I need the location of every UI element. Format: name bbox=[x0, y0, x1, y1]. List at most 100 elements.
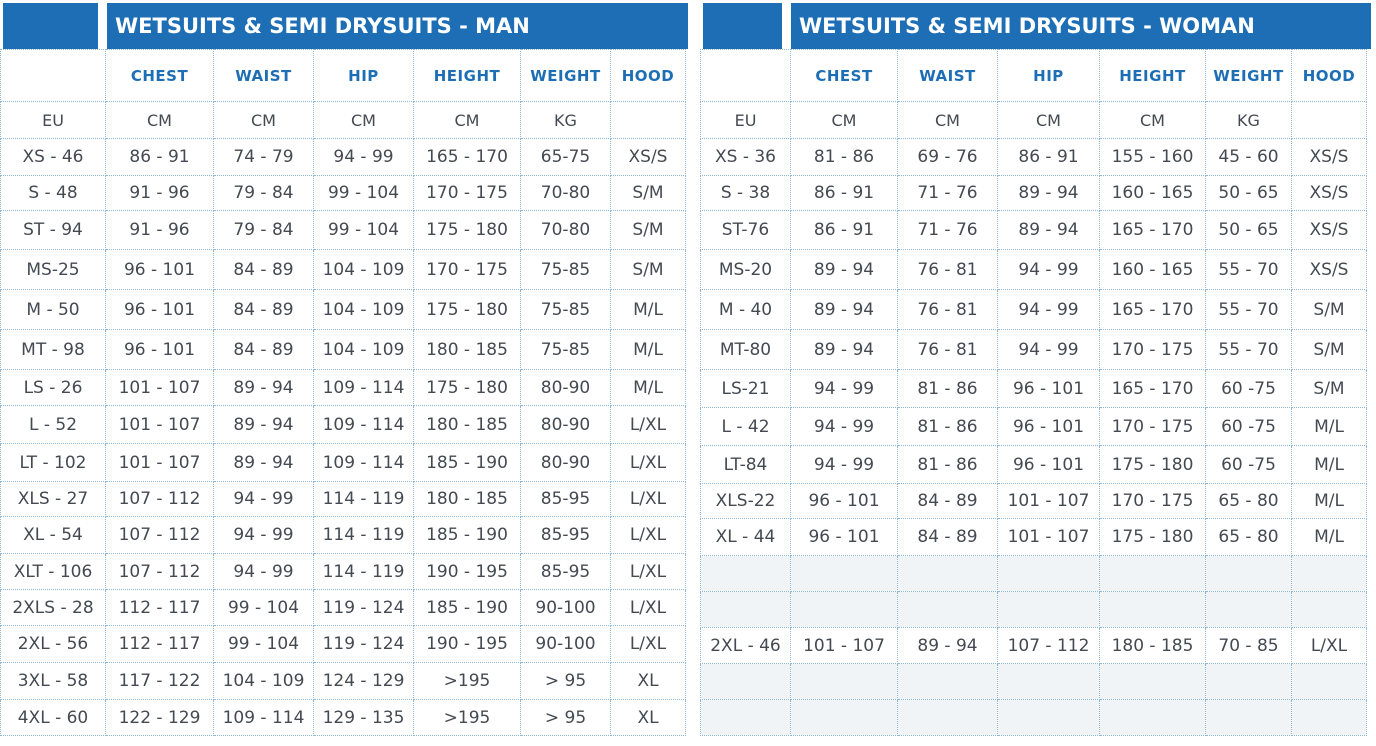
man-row-6-size: LS - 26 bbox=[0, 369, 106, 406]
man-row-11-weight: 85-95 bbox=[520, 553, 611, 590]
man-header-row-waist: WAIST bbox=[213, 49, 314, 102]
woman-row-3: MS-20 89 - 94 76 - 81 94 - 99 160 - 165 55 - … bbox=[700, 249, 1367, 290]
woman-row-14-weight bbox=[1205, 663, 1292, 700]
man-row-13-hip: 119 - 124 bbox=[313, 625, 414, 663]
woman-row-3-hood: XS/S bbox=[1291, 249, 1367, 290]
woman-row-1: S - 38 86 - 91 71 - 76 89 - 94 160 - 165 50 -… bbox=[700, 175, 1367, 211]
man-row-8-size: LT - 102 bbox=[0, 443, 106, 482]
woman-row-0-weight: 45 - 60 bbox=[1205, 138, 1292, 176]
woman-row-7-height: 170 - 175 bbox=[1099, 407, 1206, 446]
man-unit-row-chest: CM bbox=[105, 101, 214, 139]
man-row-13-size: 2XL - 56 bbox=[0, 625, 106, 663]
woman-row-3-height: 160 - 165 bbox=[1099, 249, 1206, 290]
man-row-6: LS - 26 101 - 107 89 - 94 109 - 114 175 - 18… bbox=[0, 369, 686, 406]
man-row-2-hood: S/M bbox=[610, 210, 686, 250]
man-row-2-weight: 70-80 bbox=[520, 210, 611, 250]
man-row-3-height: 170 - 175 bbox=[413, 249, 521, 290]
woman-row-0-waist: 69 - 76 bbox=[897, 138, 998, 176]
woman-size-table: CHEST WAIST HIP HEIGHT WEIGHT HOOD EU CM CM CM CM K… bbox=[700, 49, 1367, 736]
man-row-9-chest: 107 - 112 bbox=[105, 481, 214, 517]
woman-row-10-hip: 101 - 107 bbox=[997, 518, 1100, 556]
man-row-14-hip: 124 - 129 bbox=[313, 662, 414, 700]
man-row-11-hip: 114 - 119 bbox=[313, 553, 414, 590]
man-row-14-weight: > 95 bbox=[520, 662, 611, 700]
woman-row-3-chest: 89 - 94 bbox=[790, 249, 898, 290]
woman-row-13-height: 180 - 185 bbox=[1099, 627, 1206, 664]
woman-row-1-waist: 71 - 76 bbox=[897, 175, 998, 211]
man-unit-row-hood bbox=[610, 101, 686, 139]
woman-row-2-chest: 86 - 91 bbox=[790, 210, 898, 250]
man-row-11-waist: 94 - 99 bbox=[213, 553, 314, 590]
woman-row-5-waist: 76 - 81 bbox=[897, 329, 998, 370]
man-row-0-hood: XS/S bbox=[610, 138, 686, 176]
woman-row-0: XS - 36 81 - 86 69 - 76 86 - 91 155 - 160 45 … bbox=[700, 138, 1367, 176]
man-header-row: CHEST WAIST HIP HEIGHT WEIGHT HOOD bbox=[0, 49, 686, 102]
man-row-7-height: 180 - 185 bbox=[413, 405, 521, 444]
woman-row-6-weight: 60 -75 bbox=[1205, 369, 1292, 408]
woman-row-8-size: LT-84 bbox=[700, 445, 791, 484]
woman-row-2-weight: 50 - 65 bbox=[1205, 210, 1292, 250]
woman-header-row-weight: WEIGHT bbox=[1205, 49, 1292, 102]
man-unit-row-size: EU bbox=[0, 101, 106, 139]
woman-row-9-height: 170 - 175 bbox=[1099, 483, 1206, 519]
woman-row-10-height: 175 - 180 bbox=[1099, 518, 1206, 556]
woman-row-9-size: XLS-22 bbox=[700, 483, 791, 519]
man-row-14: 3XL - 58 117 - 122 104 - 109 124 - 129 >195 >… bbox=[0, 662, 686, 700]
woman-row-4: M - 40 89 - 94 76 - 81 94 - 99 165 - 170 55 -… bbox=[700, 289, 1367, 330]
woman-unit-row-height: CM bbox=[1099, 101, 1206, 139]
man-header-row-chest: CHEST bbox=[105, 49, 214, 102]
woman-header-row-size bbox=[700, 49, 791, 102]
man-header-row-height: HEIGHT bbox=[413, 49, 521, 102]
woman-row-9-weight: 65 - 80 bbox=[1205, 483, 1292, 519]
woman-row-4-size: M - 40 bbox=[700, 289, 791, 330]
woman-row-4-hood: S/M bbox=[1291, 289, 1367, 330]
man-row-10-hip: 114 - 119 bbox=[313, 516, 414, 554]
man-unit-row-waist: CM bbox=[213, 101, 314, 139]
man-title-corner bbox=[3, 3, 98, 49]
man-row-14-hood: XL bbox=[610, 662, 686, 700]
man-row-6-waist: 89 - 94 bbox=[213, 369, 314, 406]
man-row-10-size: XL - 54 bbox=[0, 516, 106, 554]
man-row-12-hood: L/XL bbox=[610, 589, 686, 626]
man-row-3-hood: S/M bbox=[610, 249, 686, 290]
man-row-10: XL - 54 107 - 112 94 - 99 114 - 119 185 - 19… bbox=[0, 516, 686, 554]
woman-header-row: CHEST WAIST HIP HEIGHT WEIGHT HOOD bbox=[700, 49, 1367, 102]
woman-header-row-hip: HIP bbox=[997, 49, 1100, 102]
man-row-7-hood: L/XL bbox=[610, 405, 686, 444]
man-row-15-weight: > 95 bbox=[520, 699, 611, 736]
man-row-3-size: MS-25 bbox=[0, 249, 106, 290]
man-row-2-chest: 91 - 96 bbox=[105, 210, 214, 250]
man-row-7-weight: 80-90 bbox=[520, 405, 611, 444]
man-row-4: M - 50 96 - 101 84 - 89 104 - 109 175 - 180 7… bbox=[0, 289, 686, 330]
woman-row-14-waist bbox=[897, 663, 998, 700]
man-row-9: XLS - 27 107 - 112 94 - 99 114 - 119 180 - 1… bbox=[0, 481, 686, 517]
man-row-9-hip: 114 - 119 bbox=[313, 481, 414, 517]
woman-header-row-hood: HOOD bbox=[1291, 49, 1367, 102]
man-row-0-weight: 65-75 bbox=[520, 138, 611, 176]
man-row-3-weight: 75-85 bbox=[520, 249, 611, 290]
woman-row-2-hood: XS/S bbox=[1291, 210, 1367, 250]
man-row-2-height: 175 - 180 bbox=[413, 210, 521, 250]
woman-header-row-waist: WAIST bbox=[897, 49, 998, 102]
woman-row-3-waist: 76 - 81 bbox=[897, 249, 998, 290]
man-row-7-chest: 101 - 107 bbox=[105, 405, 214, 444]
woman-row-10-weight: 65 - 80 bbox=[1205, 518, 1292, 556]
woman-row-8-chest: 94 - 99 bbox=[790, 445, 898, 484]
man-row-0-hip: 94 - 99 bbox=[313, 138, 414, 176]
man-row-5-size: MT - 98 bbox=[0, 329, 106, 370]
woman-row-4-waist: 76 - 81 bbox=[897, 289, 998, 330]
man-row-5: MT - 98 96 - 101 84 - 89 104 - 109 180 - 185… bbox=[0, 329, 686, 370]
man-row-1-size: S - 48 bbox=[0, 175, 106, 211]
woman-row-8: LT-84 94 - 99 81 - 86 96 - 101 175 - 180 60 -… bbox=[700, 445, 1367, 484]
man-row-5-height: 180 - 185 bbox=[413, 329, 521, 370]
woman-row-15-size bbox=[700, 699, 791, 736]
man-row-15-size: 4XL - 60 bbox=[0, 699, 106, 736]
man-unit-row-hip: CM bbox=[313, 101, 414, 139]
man-row-9-hood: L/XL bbox=[610, 481, 686, 517]
woman-row-7-hood: M/L bbox=[1291, 407, 1367, 446]
woman-row-15-weight bbox=[1205, 699, 1292, 736]
woman-row-11-hip bbox=[997, 555, 1100, 592]
woman-row-12-waist bbox=[897, 591, 998, 628]
woman-row-5: MT-80 89 - 94 76 - 81 94 - 99 170 - 175 55 - … bbox=[700, 329, 1367, 370]
man-row-5-waist: 84 - 89 bbox=[213, 329, 314, 370]
